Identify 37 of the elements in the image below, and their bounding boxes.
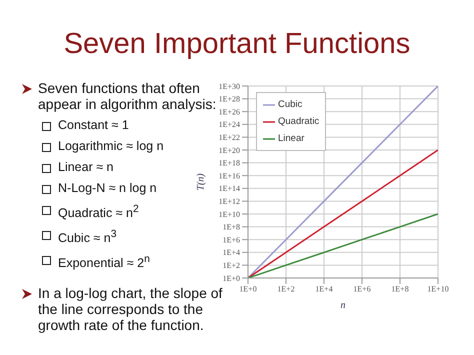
text: Cubic ≈ n$^{3}$ [58,229,117,246]
y-tick-label: 1E+2 [222,261,240,270]
chart-title: Seven Important Functions [62,28,412,61]
x-axis-title: n [340,300,346,311]
legend-label: Cubic [278,98,302,112]
y-tick-label: 1E+16 [218,171,240,180]
y-tick-label: 1E+12 [218,197,240,206]
y-tick-label: 1E+4 [222,248,240,258]
y-tick-label: 1E+24 [218,120,240,130]
y-tick-label: 1E+6 [222,235,240,244]
x-tick-label: 1E+8 [391,284,409,294]
legend-label: Linear [278,132,304,146]
y-tick-label: 1E+8 [222,222,240,232]
x-tick-label: 1E+4 [315,284,333,294]
x-tick-label: 1E+6 [353,284,371,294]
text: In a log-log chart, the slope of the line corresponds to the growth rate of the function. [38,285,222,334]
text: Quadratic ≈ n$^{2}$ [58,204,139,220]
y-tick-label: 1E+18 [218,158,240,168]
text: Exponential ≈ 2$^{n}$ [58,254,150,270]
y-tick-label: 1E+26 [218,107,240,116]
y-tick-label: 1E+10 [218,210,240,219]
text: Constant ≈ 1 [58,118,129,132]
y-tick-label: 1E+30 [218,82,240,91]
text: Seven functions that often appear in algorithm analysis: [38,80,216,112]
y-axis-title: T(n) [196,172,207,191]
text: Logarithmic ≈ log n [58,139,164,153]
text: N-Log-N ≈ n log n [58,181,157,195]
text: Linear ≈ n [58,160,114,174]
y-tick-label: 1E+0 [222,274,240,283]
y-tick-label: 1E+20 [218,146,240,155]
y-tick-label: 1E+22 [218,133,240,142]
y-tick-label: 1E+28 [218,94,240,104]
x-tick-label: 1E+2 [277,284,295,294]
legend-label: Quadratic [278,115,320,129]
x-tick-label: 1E+0 [239,284,257,294]
y-tick-label: 1E+14 [218,184,240,194]
x-tick-label: 1E+10 [427,284,449,294]
